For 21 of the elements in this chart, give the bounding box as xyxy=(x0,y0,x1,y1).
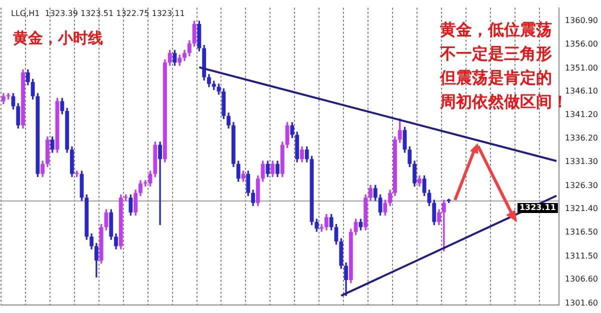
candlestick xyxy=(320,224,324,232)
annotation: 但震荡是肯定的 xyxy=(439,68,552,87)
y-tick-label: 1316.50 xyxy=(564,227,598,236)
y-tick-label: 1346.10 xyxy=(564,86,598,96)
y-tick-label: 1311.50 xyxy=(564,251,598,260)
y-tick-label: 1301.60 xyxy=(564,298,598,308)
y-tick-label: 1356.00 xyxy=(564,40,598,49)
annotation: LLG,H1 1323.39 1323.51 1322.75 1323.11 xyxy=(11,8,185,18)
y-tick-label: 1336.20 xyxy=(564,134,598,143)
y-tick-label: 1351.00 xyxy=(564,63,598,72)
text: 黄金，小时线 xyxy=(12,28,103,47)
y-tick-label: 1326.30 xyxy=(564,180,598,190)
y-tick-label: 1331.30 xyxy=(564,157,598,166)
annotation: 不一定是三角形 xyxy=(439,44,552,63)
y-tick-label: 1306.60 xyxy=(564,274,598,284)
annotation: 黄金，低位震荡 xyxy=(439,20,552,39)
candlestick xyxy=(158,142,162,226)
ref-line-label: 1323.11 xyxy=(519,203,556,212)
y-tick-label: 1321.40 xyxy=(564,204,598,214)
y-tick-label: 1360.90 xyxy=(564,16,598,26)
y-tick-label: 1341.20 xyxy=(564,110,598,119)
